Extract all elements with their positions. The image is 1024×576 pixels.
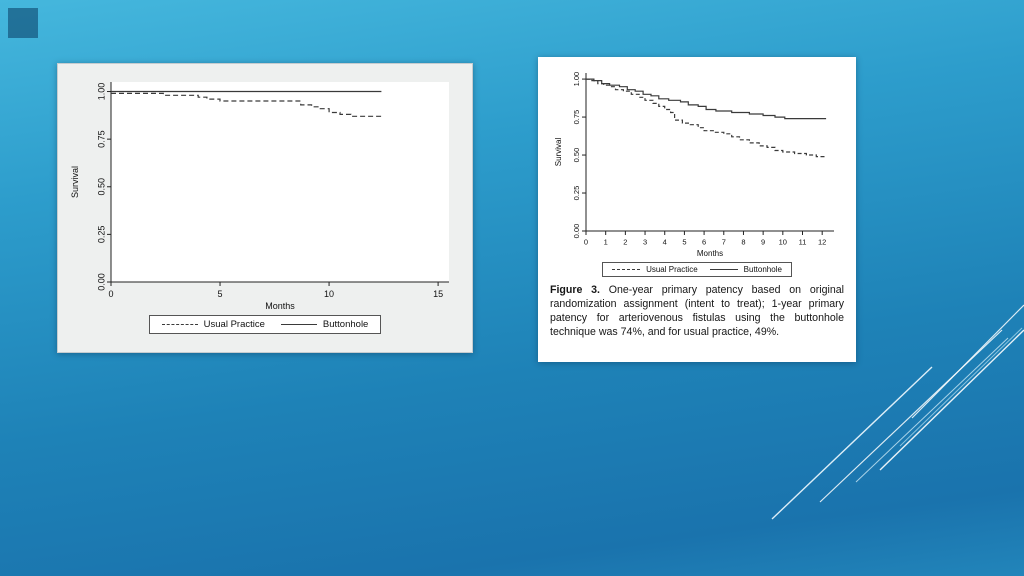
legend-label: Buttonhole — [743, 265, 782, 274]
legend-item-usual-practice: Usual Practice — [612, 265, 698, 274]
km-chart-right: 0.000.250.500.751.000 1 2 3 4 5 6 7 8 9 10 11 12Mont… — [554, 72, 834, 258]
diagonal-line — [771, 366, 933, 520]
figure-caption: Figure 3. One-year primary patency based… — [550, 284, 844, 340]
svg-text:4: 4 — [663, 238, 667, 247]
svg-text:0.25: 0.25 — [572, 186, 581, 201]
solid-line-sample — [280, 324, 317, 325]
chart-legend-left: Usual Practice Buttonhole — [65, 315, 465, 334]
svg-text:5: 5 — [682, 238, 686, 247]
diagonal-line — [855, 337, 1009, 483]
solid-line-sample — [709, 269, 738, 270]
diagonal-line — [879, 329, 1024, 471]
left-chart-panel: 0.00 0.25 0.50 0.75 1.00 0 5 10 15 Months Survival… — [57, 63, 473, 353]
right-chart-panel: 0.00 0.25 0.50 0.75 1.00 0 1 2 3 4 5 6 7 8 9 10 11 12 Mont… — [538, 57, 856, 362]
svg-text:0.50: 0.50 — [96, 178, 106, 196]
legend-item-buttonhole: Buttonhole — [280, 319, 369, 330]
legend-label: Usual Practice — [646, 265, 698, 274]
caption-label: Figure 3. — [550, 284, 600, 296]
km-chart-left: 0.00 0.25 0.50 0.75 1.00 0 5 10 15 Months Survival — [70, 82, 449, 311]
dashed-line-sample — [161, 324, 198, 325]
svg-text:10: 10 — [324, 289, 334, 299]
legend-box: Usual Practice Buttonhole — [148, 315, 382, 334]
corner-accent — [8, 8, 38, 38]
svg-text:8: 8 — [741, 238, 745, 247]
svg-text:0: 0 — [108, 289, 113, 299]
svg-text:Months: Months — [265, 301, 295, 311]
dashed-line-sample — [612, 269, 641, 270]
chart-legend-right: Usual Practice Buttonhole — [550, 262, 844, 277]
svg-text:0.00: 0.00 — [572, 224, 581, 239]
caption-text: One-year primary patency based on origin… — [550, 284, 844, 338]
svg-text:0: 0 — [584, 238, 588, 247]
svg-text:7: 7 — [722, 238, 726, 247]
svg-text:Survival: Survival — [554, 138, 563, 167]
svg-text:1.00: 1.00 — [96, 83, 106, 101]
svg-text:0.50: 0.50 — [572, 148, 581, 163]
svg-text:1.00: 1.00 — [572, 72, 581, 87]
legend-item-usual-practice: Usual Practice — [161, 319, 265, 330]
svg-text:0.75: 0.75 — [96, 130, 106, 148]
diagonal-line — [899, 327, 1023, 447]
svg-text:1: 1 — [604, 238, 608, 247]
svg-text:Survival: Survival — [70, 166, 80, 198]
legend-item-buttonhole: Buttonhole — [709, 265, 782, 274]
legend-box: Usual Practice Buttonhole — [602, 262, 792, 277]
svg-text:12: 12 — [818, 238, 826, 247]
svg-text:15: 15 — [433, 289, 443, 299]
svg-text:2: 2 — [623, 238, 627, 247]
svg-text:6: 6 — [702, 238, 706, 247]
svg-text:11: 11 — [799, 238, 807, 247]
legend-label: Buttonhole — [322, 319, 369, 330]
svg-text:5: 5 — [218, 289, 223, 299]
diagonal-line — [911, 304, 1024, 419]
svg-text:0.25: 0.25 — [96, 226, 106, 244]
legend-label: Usual Practice — [203, 319, 265, 330]
svg-text:3: 3 — [643, 238, 647, 247]
svg-text:Months: Months — [697, 249, 723, 258]
svg-text:9: 9 — [761, 238, 765, 247]
svg-text:10: 10 — [779, 238, 787, 247]
svg-text:0.75: 0.75 — [572, 110, 581, 125]
svg-text:0.00: 0.00 — [96, 273, 106, 291]
